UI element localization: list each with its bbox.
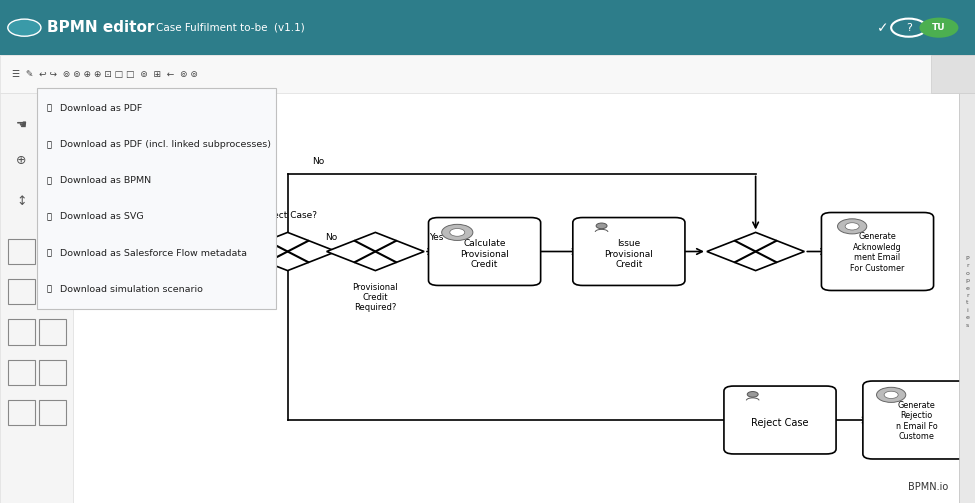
Bar [959, 93, 975, 503]
Bar [0, 55, 975, 93]
Text: Generate
Rejectio
n Email Fo
Custome: Generate Rejectio n Email Fo Custome [896, 401, 937, 441]
Text: Download as PDF (incl. linked subprocesses): Download as PDF (incl. linked subprocess… [60, 140, 271, 149]
FancyBboxPatch shape [821, 212, 934, 291]
Bar [0, 0, 975, 55]
Text: Reject Case?: Reject Case? [258, 211, 317, 220]
Circle shape [884, 391, 898, 398]
FancyBboxPatch shape [863, 381, 970, 459]
Bar [39, 319, 66, 345]
Text: 📄: 📄 [46, 140, 52, 149]
FancyBboxPatch shape [573, 218, 684, 286]
Text: Download as BPMN: Download as BPMN [60, 176, 151, 185]
Text: Download as PDF: Download as PDF [60, 104, 142, 113]
Text: ☰  ✎  ↩ ↪  ⊚ ⊚ ⊕ ⊕ ⊡ □ □  ⊚  ⊞  ←  ⊚ ⊚: ☰ ✎ ↩ ↪ ⊚ ⊚ ⊕ ⊕ ⊡ □ □ ⊚ ⊞ ← ⊚ ⊚ [12, 70, 198, 78]
FancyBboxPatch shape [429, 218, 540, 286]
Circle shape [442, 224, 473, 240]
Bar [39, 360, 66, 385]
Text: TU: TU [932, 23, 946, 32]
Text: Download as SVG: Download as SVG [60, 212, 144, 221]
Bar [8, 279, 35, 304]
Text: 📄: 📄 [46, 176, 52, 185]
Text: No: No [312, 157, 325, 166]
Polygon shape [239, 232, 336, 271]
Text: Issue
Provisional
Credit: Issue Provisional Credit [604, 239, 653, 269]
Circle shape [8, 19, 41, 36]
Circle shape [747, 391, 759, 397]
Bar [8, 239, 35, 264]
Text: Calculate
Provisional
Credit: Calculate Provisional Credit [460, 239, 509, 269]
Text: P
r
o
p
e
r
t
i
e
s: P r o p e r t i e s [965, 256, 969, 327]
FancyBboxPatch shape [723, 386, 837, 454]
Bar [931, 55, 975, 93]
Text: BPMN editor: BPMN editor [47, 20, 154, 35]
Bar [39, 279, 66, 304]
Bar [8, 400, 35, 425]
Circle shape [919, 18, 958, 38]
Circle shape [838, 219, 867, 234]
Text: ?: ? [906, 23, 912, 33]
Circle shape [877, 387, 906, 402]
Text: BPMN.io: BPMN.io [908, 482, 949, 492]
Text: Download simulation scenario: Download simulation scenario [60, 285, 204, 294]
Text: Yes: Yes [429, 233, 444, 242]
Circle shape [449, 228, 465, 236]
Text: Yes: Yes [259, 279, 273, 288]
Text: Case
Created: Case Created [88, 284, 123, 304]
Polygon shape [327, 232, 424, 271]
Bar [39, 400, 66, 425]
Circle shape [596, 223, 607, 229]
Text: ☚: ☚ [16, 119, 27, 132]
Text: 📄: 📄 [46, 285, 52, 294]
Bar [37, 88, 276, 309]
Text: 📄: 📄 [46, 248, 52, 258]
Text: Provisional
Credit
Required?: Provisional Credit Required? [353, 283, 398, 312]
Bar [0, 93, 73, 503]
Text: ✓: ✓ [877, 21, 888, 35]
Circle shape [80, 238, 131, 265]
FancyBboxPatch shape [140, 218, 250, 286]
Bar [37, 271, 276, 307]
Bar [8, 319, 35, 345]
Text: Case Fulfilment to-be  (v1.1): Case Fulfilment to-be (v1.1) [156, 23, 305, 33]
Text: Open Case: Open Case [169, 249, 221, 259]
Polygon shape [707, 232, 804, 271]
Text: ↕: ↕ [17, 195, 26, 208]
Text: Generate
Acknowledg
ment Email
For Customer: Generate Acknowledg ment Email For Custo… [850, 232, 905, 273]
Circle shape [845, 223, 859, 230]
Circle shape [164, 223, 176, 229]
Bar [8, 360, 35, 385]
Text: Download as Salesforce Flow metadata: Download as Salesforce Flow metadata [60, 248, 248, 258]
Bar [39, 239, 66, 264]
Text: No: No [326, 233, 337, 242]
Text: Reject Case: Reject Case [752, 417, 808, 428]
Text: ⊕: ⊕ [17, 154, 26, 167]
Text: 📄: 📄 [46, 212, 52, 221]
Text: 📄: 📄 [46, 104, 52, 113]
